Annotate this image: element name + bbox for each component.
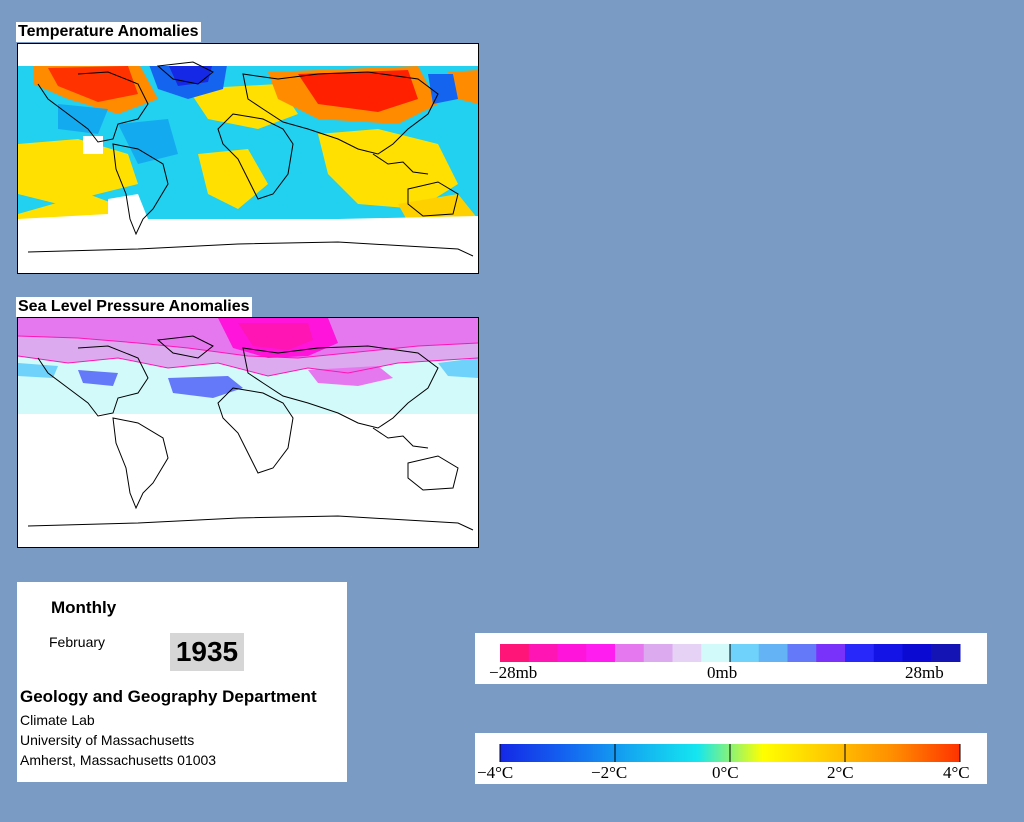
pressure-swatch: [672, 644, 702, 662]
info-box: Monthly February 1935 Geology and Geogra…: [17, 582, 347, 782]
period-label: Monthly: [51, 598, 117, 617]
temperature-anomaly-map: [17, 43, 479, 274]
pressure-swatch: [902, 644, 932, 662]
pressure-swatch: [758, 644, 788, 662]
year-label: 1935: [170, 633, 244, 671]
pressure-anomaly-map: [17, 317, 479, 548]
pressure-swatch: [931, 644, 961, 662]
temperature-title: Temperature Anomalies: [16, 22, 201, 42]
pressure-swatch: [557, 644, 587, 662]
address-line: Amherst, Massachusetts 01003: [20, 752, 217, 768]
pressure-swatch: [787, 644, 817, 662]
pressure-swatch: [730, 644, 760, 662]
pressure-swatches: [500, 644, 961, 662]
pressure-swatch: [873, 644, 903, 662]
pressure-title: Sea Level Pressure Anomalies: [16, 297, 252, 317]
temperature-label: 0°C: [712, 763, 739, 782]
pressure-label-zero: 0mb: [707, 663, 737, 682]
pressure-swatch: [528, 644, 558, 662]
pressure-swatch: [500, 644, 530, 662]
department-name: Geology and Geography Department: [20, 687, 317, 706]
pressure-swatch: [586, 644, 616, 662]
address-line: Climate Lab: [20, 712, 95, 728]
temperature-label: 2°C: [827, 763, 854, 782]
temperature-label: −4°C: [477, 763, 513, 782]
pressure-swatch: [816, 644, 846, 662]
pressure-swatch: [615, 644, 645, 662]
pressure-label-max: 28mb: [905, 663, 944, 682]
month-label: February: [49, 634, 106, 650]
address-line: University of Massachusetts: [20, 732, 195, 748]
temperature-label: 4°C: [943, 763, 970, 782]
temperature-label: −2°C: [591, 763, 627, 782]
pressure-color-legend: −28mb 0mb 28mb: [475, 633, 987, 684]
pressure-swatch: [845, 644, 875, 662]
pressure-label-min: −28mb: [489, 663, 537, 682]
temperature-color-legend: −4°C −2°C 0°C 2°C 4°C: [475, 733, 987, 784]
pressure-swatch: [701, 644, 731, 662]
pressure-swatch: [643, 644, 673, 662]
